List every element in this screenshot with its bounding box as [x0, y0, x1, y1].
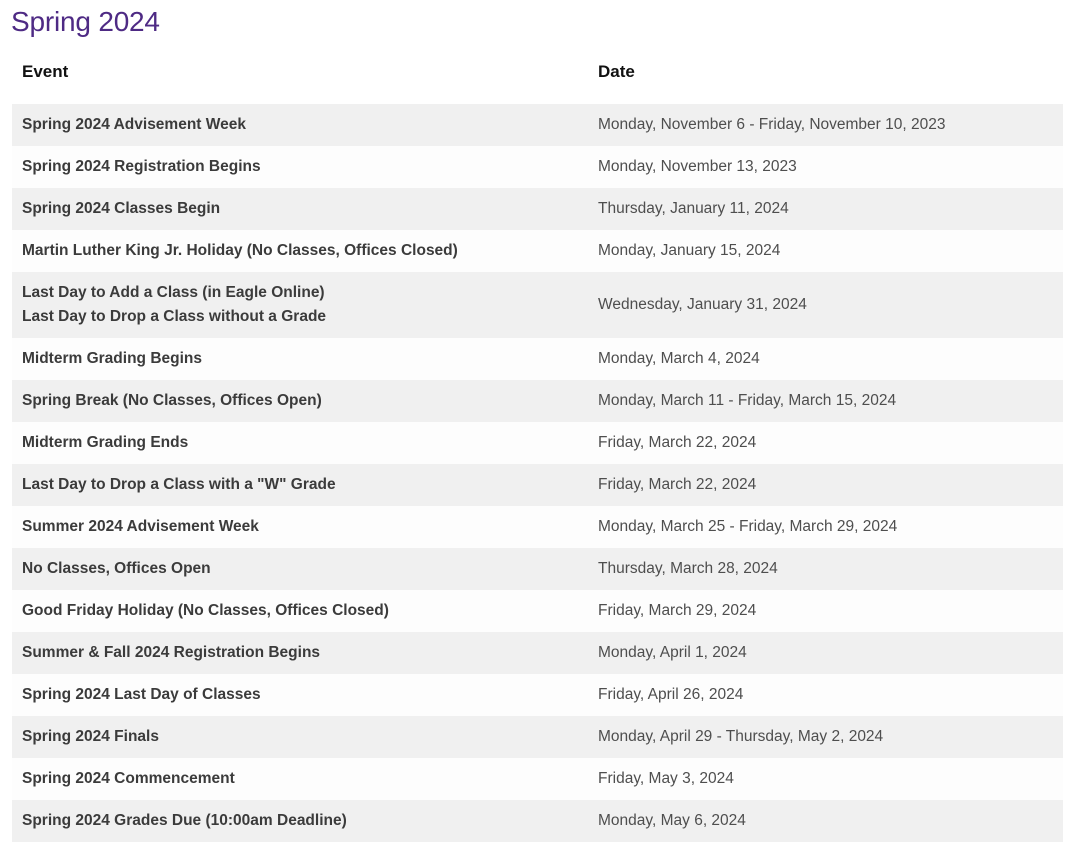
event-cell: Spring 2024 Last Day of Classes	[12, 674, 588, 716]
date-cell: Monday, March 25 - Friday, March 29, 202…	[598, 518, 898, 535]
event-cell: Midterm Grading Ends	[12, 422, 588, 464]
event-cell: Spring 2024 Classes Begin	[12, 188, 588, 230]
table-row: Spring 2024 Classes Begin Thursday, Janua…	[12, 188, 1063, 230]
date-column-header: Date	[588, 48, 1063, 104]
event-cell: Last Day to Drop a Class with a "W" Grad…	[12, 464, 588, 506]
calendar-table-container: Event Date Spring 2024 Advisement Week Mo…	[12, 48, 1063, 842]
event-cell: Summer & Fall 2024 Registration Begins	[12, 632, 588, 674]
event-label: Spring 2024 Commencement	[22, 770, 235, 787]
event-label: Midterm Grading Begins	[22, 350, 202, 367]
event-label: Last Day to Add a Class (in Eagle Online…	[22, 284, 325, 301]
event-label: Summer & Fall 2024 Registration Begins	[22, 644, 321, 661]
page-title: Spring 2024	[11, 6, 160, 37]
date-cell: Thursday, January 11, 2024	[598, 200, 789, 217]
event-label: Summer 2024 Advisement Week	[22, 518, 259, 535]
event-cell: Last Day to Add a Class (in Eagle Online…	[12, 272, 588, 338]
date-cell: Monday, March 11 - Friday, March 15, 202…	[598, 392, 897, 409]
table-row: Martin Luther King Jr. Holiday (No Class…	[12, 230, 1063, 272]
event-cell: Good Friday Holiday (No Classes, Offices…	[12, 590, 588, 632]
event-cell: Spring 2024 Registration Begins	[12, 146, 588, 188]
date-cell: Thursday, March 28, 2024	[598, 560, 778, 577]
date-cell: Friday, May 3, 2024	[598, 770, 734, 787]
table-row: Last Day to Drop a Class with a "W" Grad…	[12, 464, 1063, 506]
table-row: Spring Break (No Classes, Offices Open) M…	[12, 380, 1063, 422]
event-cell: Midterm Grading Begins	[12, 338, 588, 380]
table-row: Summer 2024 Advisement Week Monday, March…	[12, 506, 1063, 548]
event-label: Spring 2024 Finals	[22, 728, 159, 745]
event-cell: Spring 2024 Commencement	[12, 758, 588, 800]
table-row: Spring 2024 Registration Begins Monday, N…	[12, 146, 1063, 188]
table-row: Spring 2024 Grades Due (10:00am Deadline…	[12, 800, 1063, 842]
event-label: Martin Luther King Jr. Holiday (No Class…	[22, 242, 458, 259]
event-label: Last Day to Drop a Class with a "W" Grad…	[22, 476, 336, 493]
date-cell: Monday, March 4, 2024	[598, 350, 760, 367]
calendar-table: Event Date Spring 2024 Advisement Week Mo…	[12, 48, 1063, 842]
date-cell: Monday, May 6, 2024	[598, 812, 746, 829]
date-cell: Monday, April 1, 2024	[598, 644, 747, 661]
table-row: Good Friday Holiday (No Classes, Offices…	[12, 590, 1063, 632]
event-label: Midterm Grading Ends	[22, 434, 189, 451]
event-label: Spring 2024 Last Day of Classes	[22, 686, 261, 703]
event-cell: Spring 2024 Advisement Week	[12, 104, 588, 146]
event-label: Last Day to Drop a Class without a Grade	[22, 308, 327, 325]
date-cell: Wednesday, January 31, 2024	[598, 296, 807, 313]
event-cell: Spring 2024 Finals	[12, 716, 588, 758]
date-cell: Friday, March 22, 2024	[598, 434, 757, 451]
table-row: Summer & Fall 2024 Registration Begins Mo…	[12, 632, 1063, 674]
table-row: Spring 2024 Commencement Friday, May 3, 2…	[12, 758, 1063, 800]
table-row: Midterm Grading Ends Friday, March 22, 20…	[12, 422, 1063, 464]
date-cell: Monday, November 6 - Friday, November 10…	[598, 116, 946, 133]
table-row: Spring 2024 Finals Monday, April 29 - Thu…	[12, 716, 1063, 758]
event-label: Spring 2024 Classes Begin	[22, 200, 221, 217]
date-cell: Monday, April 29 - Thursday, May 2, 2024	[598, 728, 884, 745]
event-label: Spring 2024 Grades Due (10:00am Deadline…	[22, 812, 347, 829]
event-label: Spring 2024 Advisement Week	[22, 116, 246, 133]
event-cell: Summer 2024 Advisement Week	[12, 506, 588, 548]
event-cell: Martin Luther King Jr. Holiday (No Class…	[12, 230, 588, 272]
calendar-table-body: Spring 2024 Advisement Week Monday, Novem…	[12, 104, 1063, 842]
event-label: Good Friday Holiday (No Classes, Offices…	[22, 602, 389, 619]
table-row: No Classes, Offices Open Thursday, March …	[12, 548, 1063, 590]
calendar-table-header: Event Date	[12, 48, 1063, 104]
event-cell: Spring Break (No Classes, Offices Open)	[12, 380, 588, 422]
table-row: Spring 2024 Last Day of Classes Friday, A…	[12, 674, 1063, 716]
event-cell: Spring 2024 Grades Due (10:00am Deadline…	[12, 800, 588, 842]
table-row: Last Day to Add a Class (in Eagle Online…	[12, 272, 1063, 338]
table-row: Midterm Grading Begins Monday, March 4, 2…	[12, 338, 1063, 380]
date-cell: Monday, January 15, 2024	[598, 242, 781, 259]
event-cell: No Classes, Offices Open	[12, 548, 588, 590]
date-cell: Friday, March 22, 2024	[598, 476, 757, 493]
event-label: No Classes, Offices Open	[22, 560, 211, 577]
event-label: Spring 2024 Registration Begins	[22, 158, 261, 175]
table-row: Spring 2024 Advisement Week Monday, Novem…	[12, 104, 1063, 146]
date-cell: Friday, March 29, 2024	[598, 602, 757, 619]
date-cell: Monday, November 13, 2023	[598, 158, 797, 175]
event-label: Spring Break (No Classes, Offices Open)	[22, 392, 322, 409]
date-cell: Friday, April 26, 2024	[598, 686, 744, 703]
event-column-header: Event	[12, 48, 588, 104]
